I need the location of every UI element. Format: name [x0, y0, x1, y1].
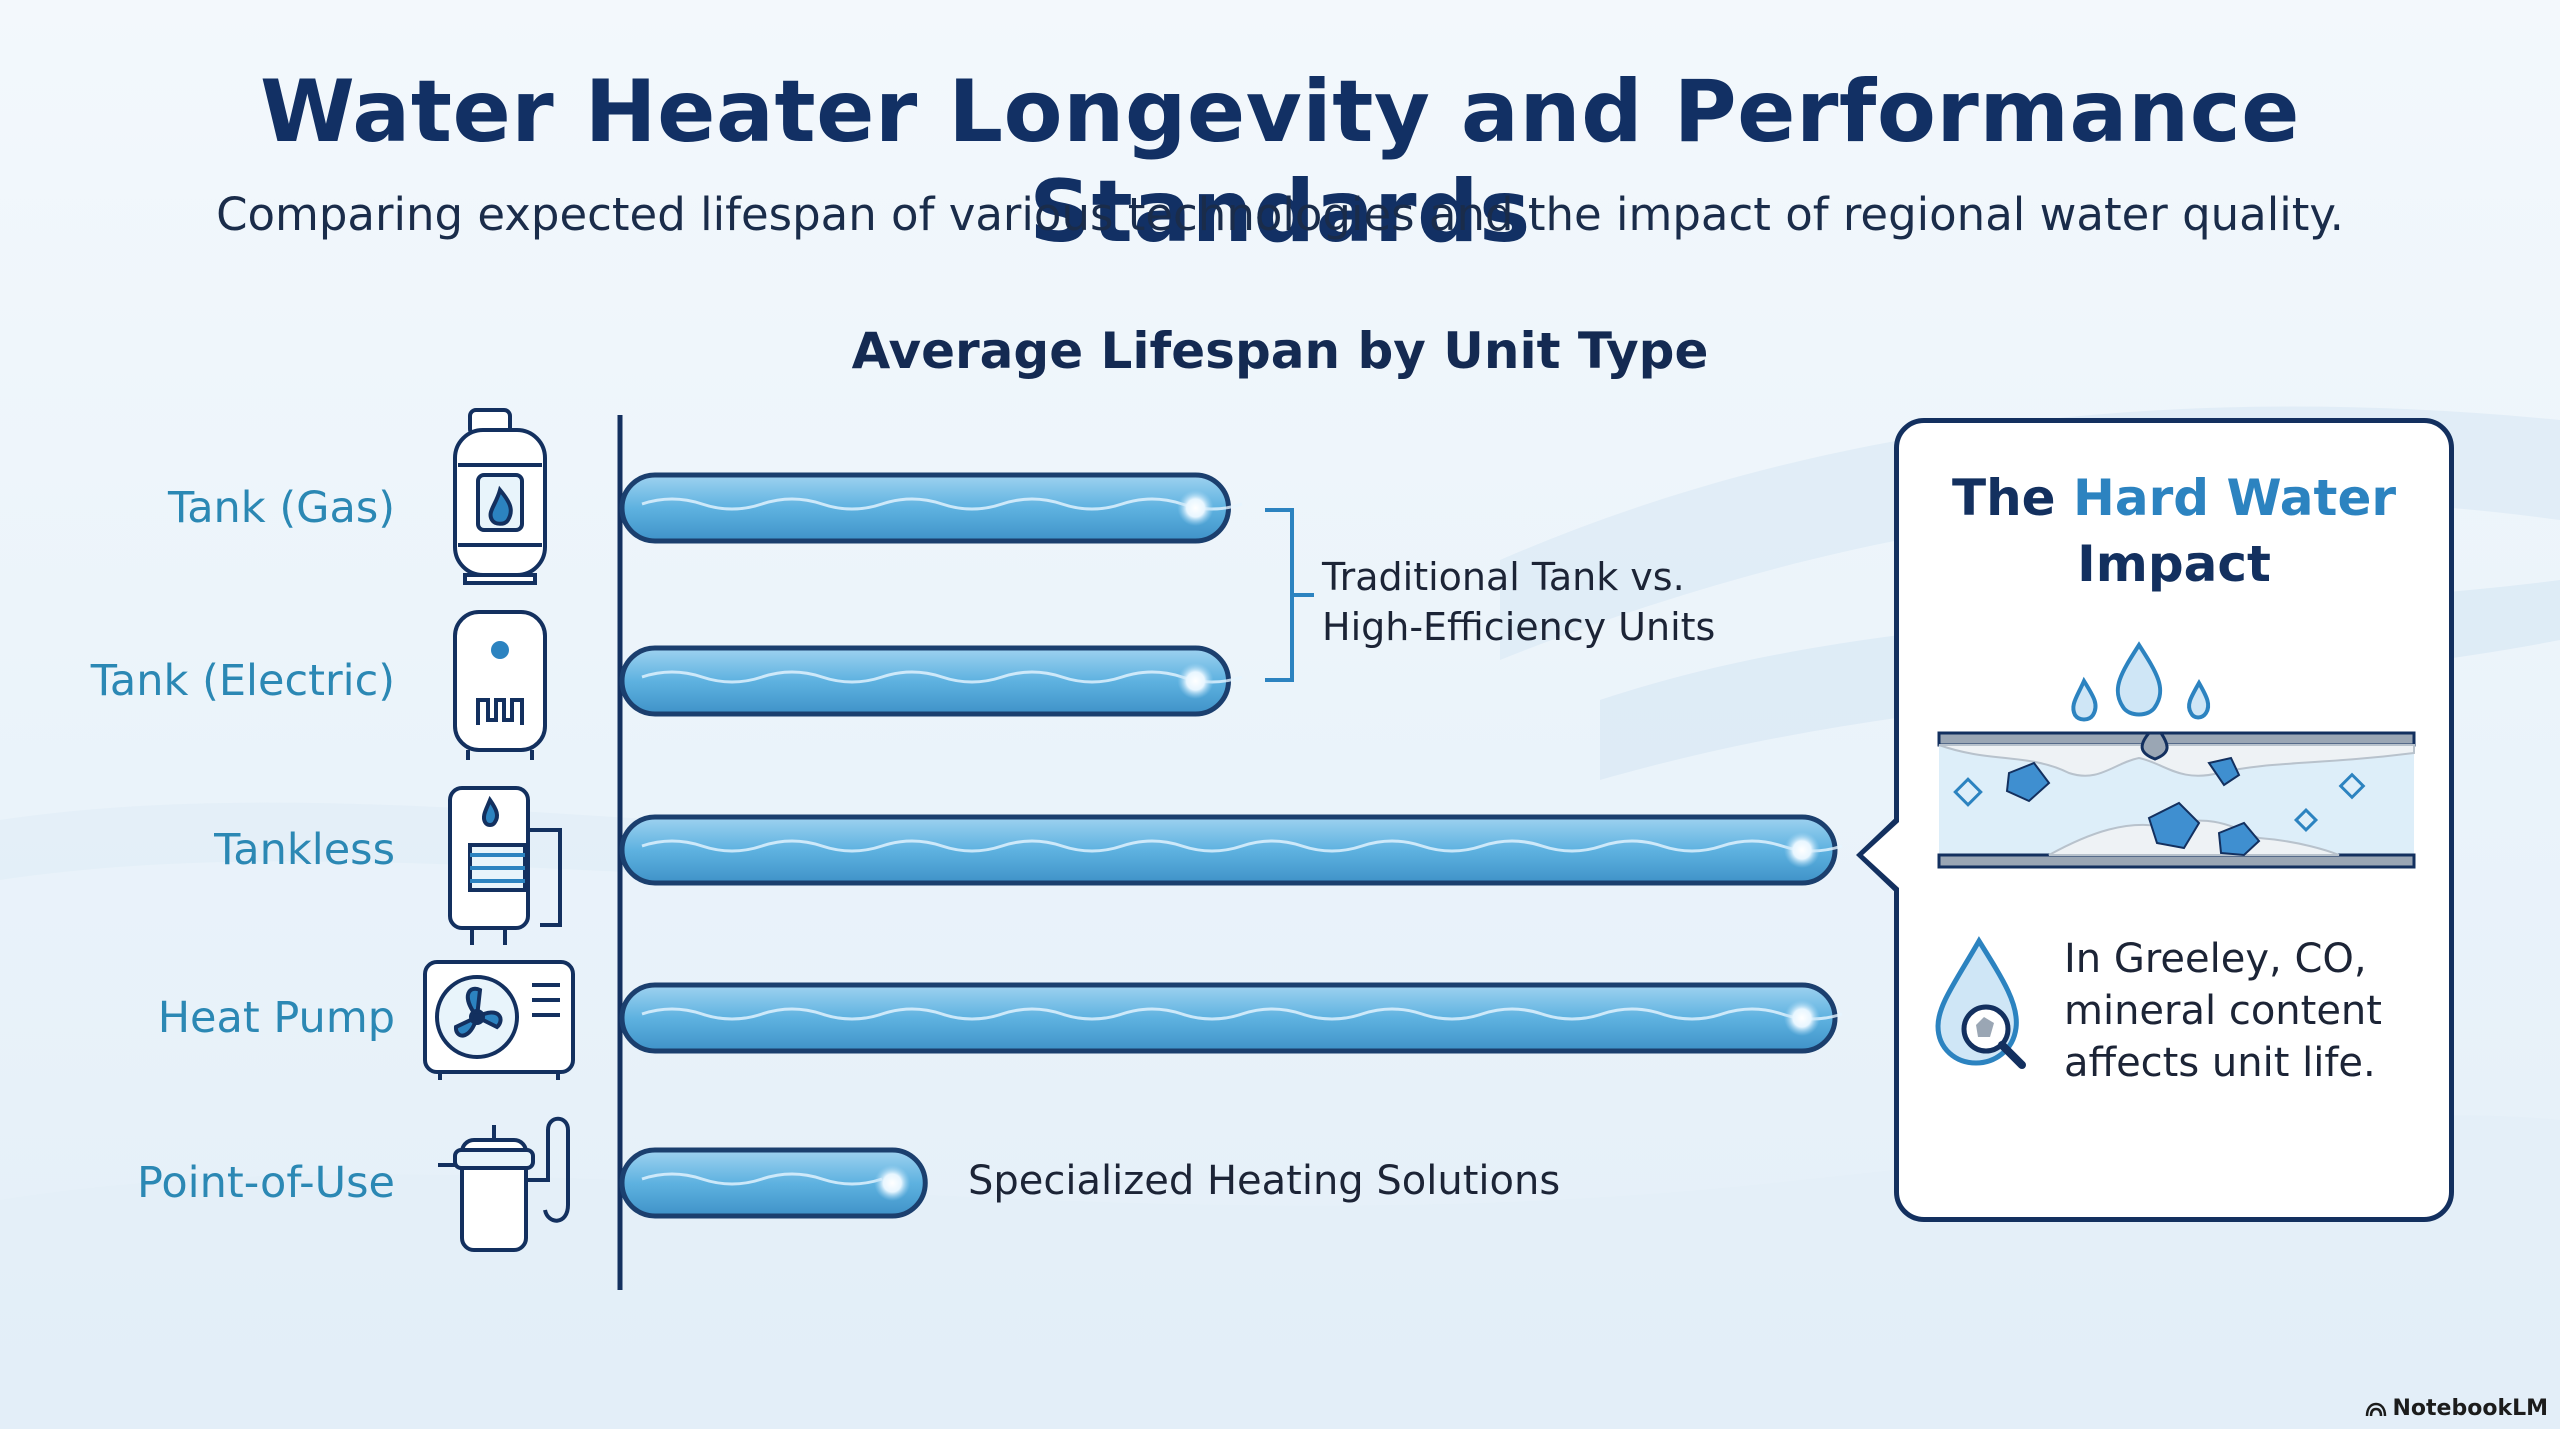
- callout-text: In Greeley, CO, mineral content affects …: [2064, 936, 2382, 1086]
- bar-end-glow-tank-electric: [1177, 663, 1214, 699]
- water-drop-magnifier-icon: [1935, 936, 2026, 1069]
- bar-wave-tank-electric: [641, 670, 1243, 684]
- callout-pointer-fill: [1863, 822, 1899, 888]
- category-label-tank-electric: Tank (Electric): [90, 656, 395, 706]
- page-subtitle: Comparing expected lifespan of various t…: [216, 188, 2344, 241]
- heat-pump-icon: [423, 960, 575, 1080]
- group-annotation: Traditional Tank vs. High-Efficiency Uni…: [1322, 555, 1716, 649]
- electric-tank-icon: [453, 610, 547, 760]
- notebooklm-logo-icon: [2365, 1402, 2386, 1416]
- gas-tank-icon: [453, 408, 547, 585]
- category-label-tank-gas: Tank (Gas): [168, 483, 395, 533]
- brand-name: NotebookLM: [2392, 1396, 2548, 1421]
- tankless-heater-icon: [448, 786, 562, 945]
- bar-point-of-use: [619, 1147, 928, 1219]
- callout-title-prefix: The: [1951, 469, 2073, 527]
- callout-title-suffix: Impact: [2077, 535, 2271, 593]
- callout-title: The Hard Water Impact: [1899, 465, 2449, 597]
- pipe-scale-icon: [1937, 641, 2416, 869]
- hard-water-callout: The Hard Water Impact In Greeley, CO, mi…: [1894, 418, 2454, 1222]
- category-label-heat-pump: Heat Pump: [157, 993, 395, 1043]
- chart-title: Average Lifespan by Unit Type: [851, 322, 1709, 380]
- bar-wave-tankless: [641, 839, 1843, 853]
- callout-title-accent: Hard Water: [2073, 469, 2397, 527]
- point-of-use-annotation: Specialized Heating Solutions: [968, 1158, 1561, 1204]
- bar-end-glow-tank-gas: [1177, 490, 1214, 526]
- bar-end-glow-tankless: [1784, 832, 1820, 868]
- bar-end-glow-point-of-use: [874, 1165, 911, 1201]
- category-label-tankless: Tankless: [214, 825, 395, 875]
- group-bracket: [1265, 508, 1314, 682]
- page-title: Water Heater Longevity and Performance S…: [260, 62, 2300, 262]
- bar-end-glow-heat-pump: [1784, 1000, 1820, 1036]
- point-of-use-heater-icon: [438, 1116, 570, 1252]
- category-label-point-of-use: Point-of-Use: [136, 1158, 395, 1208]
- bar-wave-heat-pump: [641, 1007, 1843, 1021]
- bar-wave-tank-gas: [641, 497, 1243, 511]
- brand-mark: NotebookLM: [2365, 1396, 2548, 1421]
- bar-wave-point-of-use: [641, 1172, 883, 1186]
